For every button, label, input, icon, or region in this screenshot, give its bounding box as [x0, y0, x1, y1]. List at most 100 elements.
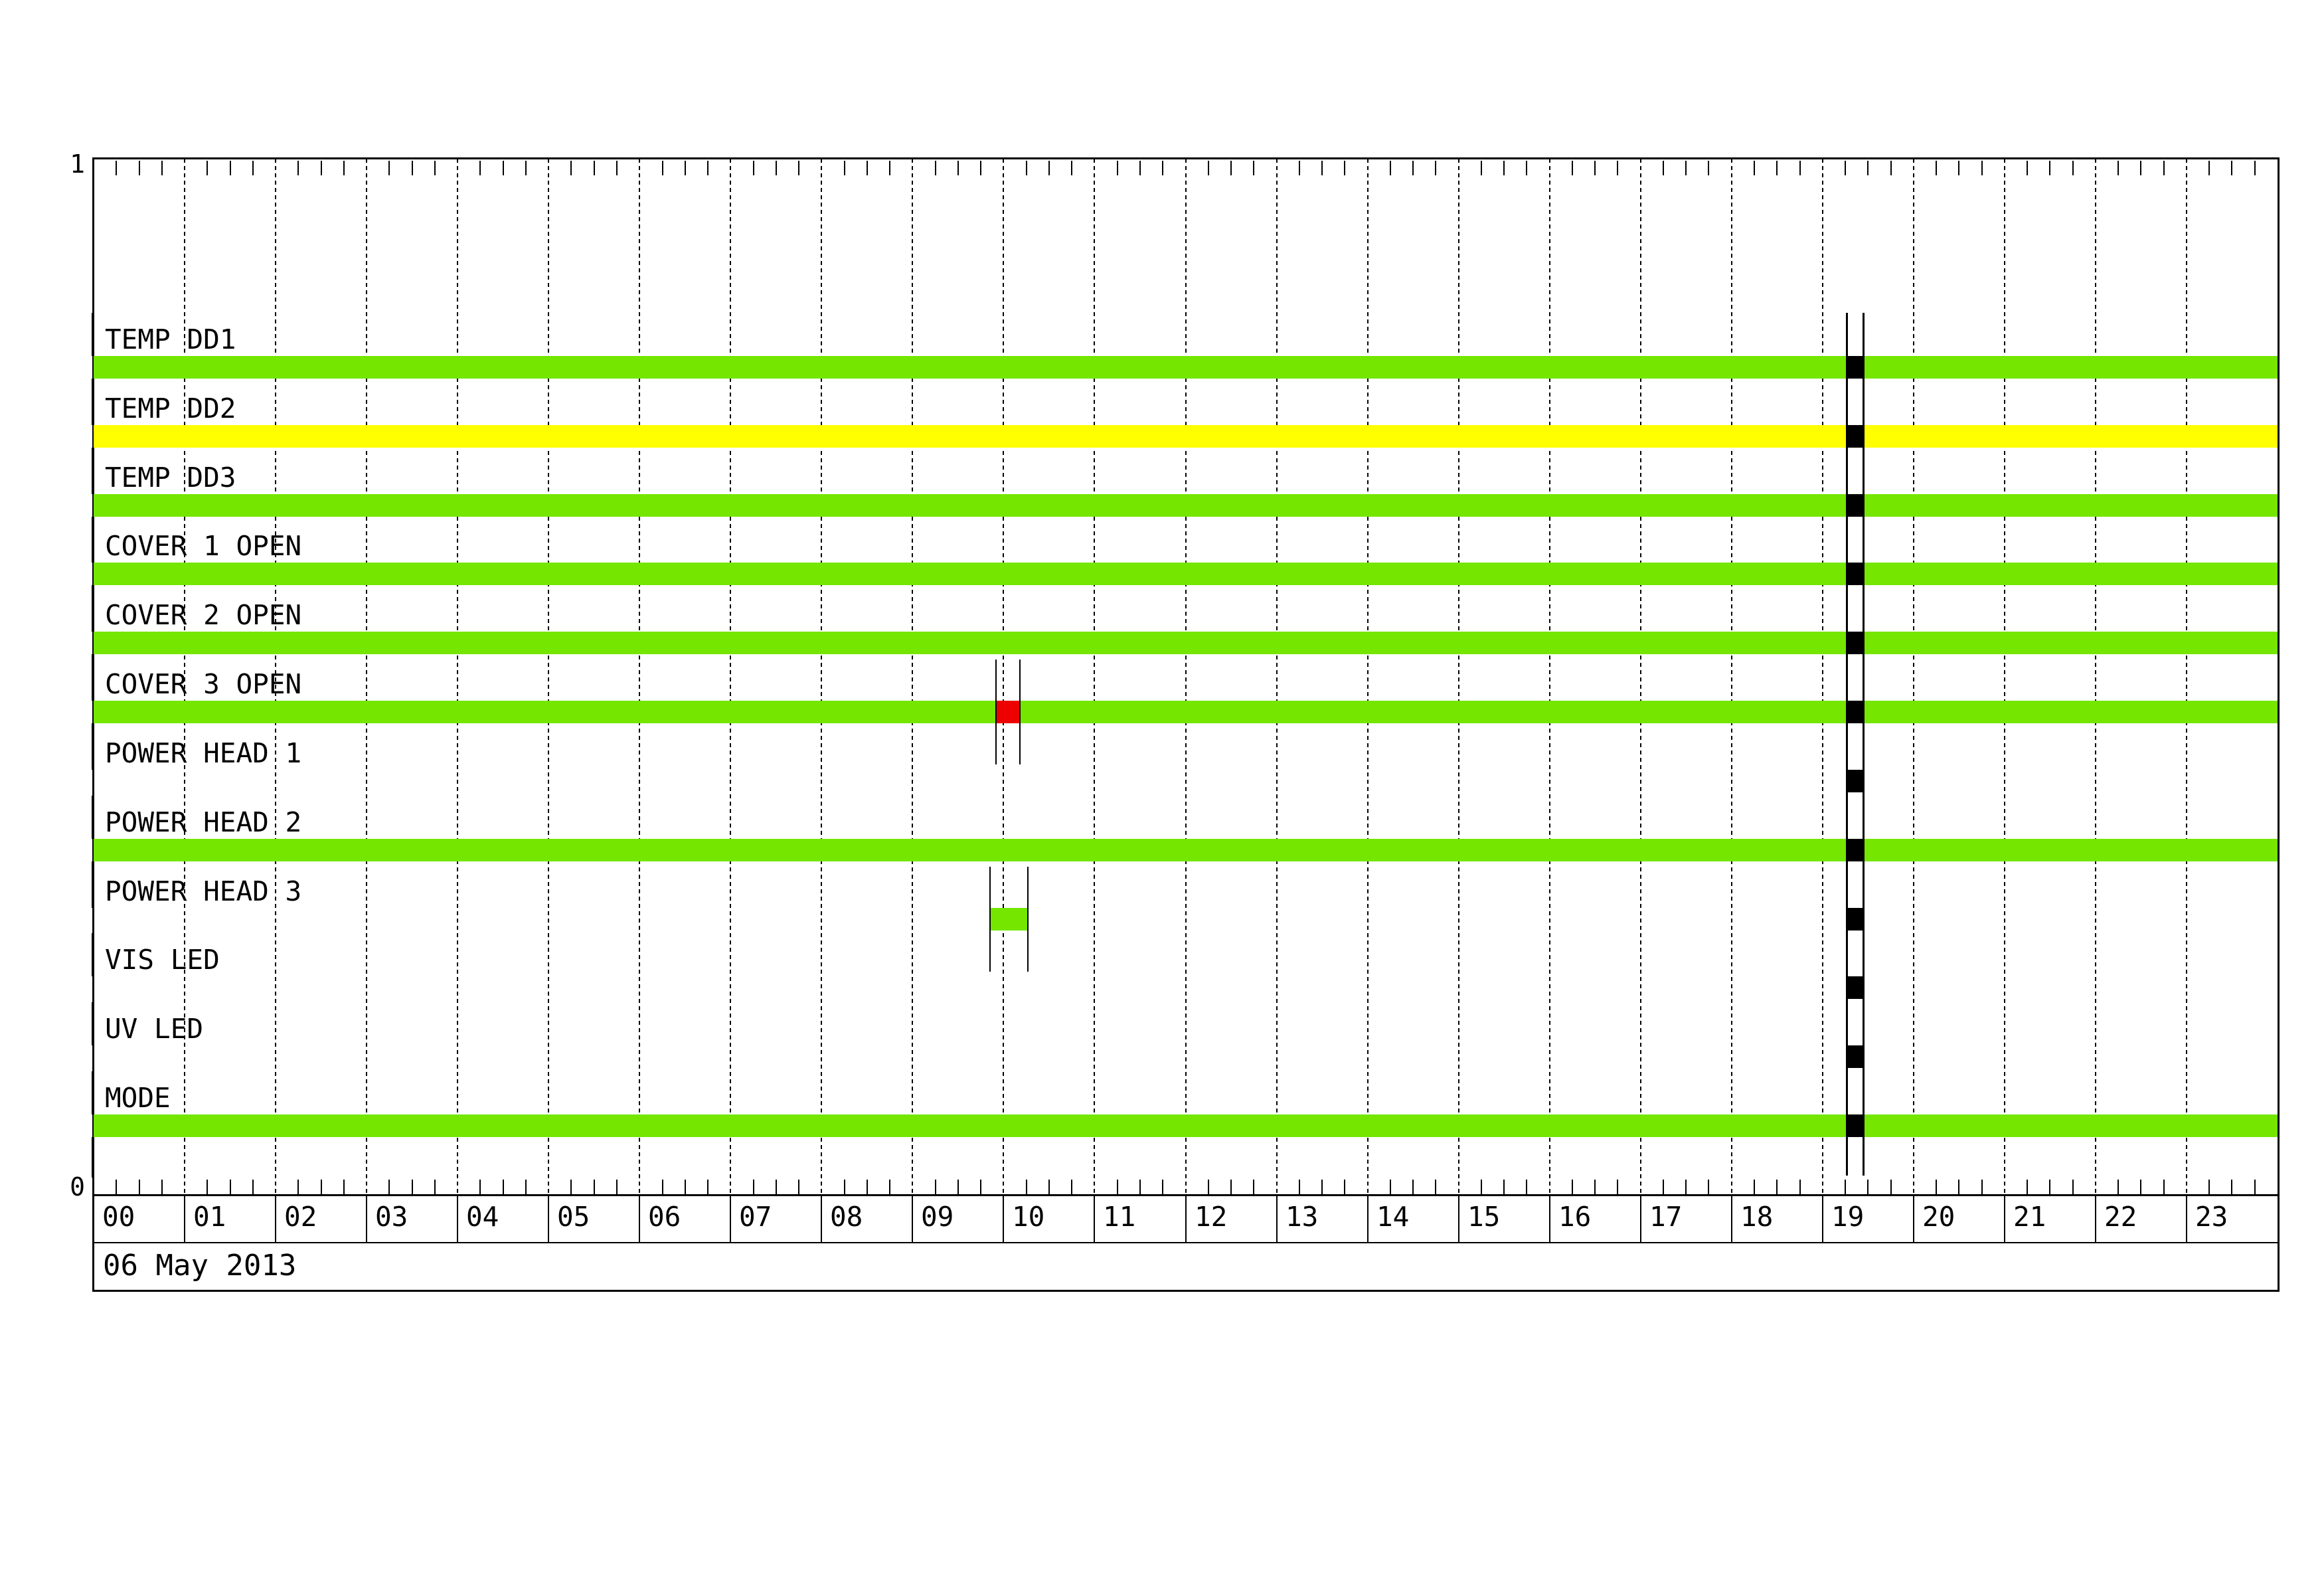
quarter-hour-tick-top [1071, 161, 1072, 175]
event-block [1847, 632, 1864, 654]
quarter-hour-tick-top [753, 161, 754, 175]
hour-label: 22 [2104, 1201, 2137, 1233]
event-block [1847, 839, 1864, 861]
hour-gridline [1549, 159, 1550, 1194]
quarter-hour-tick-top [1685, 161, 1687, 175]
hour-gridline [1822, 159, 1823, 1194]
hour-cell-boundary [548, 1196, 549, 1242]
hour-label: 17 [1649, 1201, 1683, 1233]
quarter-hour-tick-top [1936, 161, 1937, 175]
status-bar [94, 1114, 2278, 1137]
quarter-hour-tick-bottom [2027, 1180, 2028, 1194]
hour-label: 04 [466, 1201, 499, 1233]
quarter-hour-tick-bottom [1208, 1180, 1209, 1194]
quarter-hour-tick-bottom [1230, 1180, 1232, 1194]
hour-gridline [639, 159, 640, 1194]
hour-gridline [275, 159, 276, 1194]
quarter-hour-tick-bottom [321, 1180, 322, 1194]
quarter-hour-tick-bottom [434, 1180, 436, 1194]
quarter-hour-tick-bottom [1344, 1180, 1345, 1194]
quarter-hour-tick-bottom [1253, 1180, 1254, 1194]
quarter-hour-tick-bottom [935, 1180, 936, 1194]
quarter-hour-tick-bottom [1685, 1180, 1687, 1194]
hour-gridline [730, 159, 731, 1194]
hour-label: 13 [1286, 1201, 1319, 1233]
hour-gridline [1003, 159, 1004, 1194]
hour-cell-boundary [1367, 1196, 1369, 1242]
y-axis-bottom-label: 0 [70, 1172, 85, 1201]
row-label: UV LED [105, 1013, 204, 1045]
hour-gridline [2186, 159, 2187, 1194]
quarter-hour-tick-bottom [957, 1180, 959, 1194]
quarter-hour-tick-bottom [388, 1180, 390, 1194]
quarter-hour-tick-top [594, 161, 595, 175]
quarter-hour-tick-top [2231, 161, 2232, 175]
quarter-hour-tick-bottom [139, 1180, 140, 1194]
quarter-hour-tick-bottom [594, 1180, 595, 1194]
quarter-hour-tick-top [570, 161, 572, 175]
event-block [1847, 563, 1864, 585]
hour-cell-boundary [639, 1196, 640, 1242]
hour-gridline [1276, 159, 1278, 1194]
quarter-hour-tick-bottom [1117, 1180, 1118, 1194]
quarter-hour-tick-bottom [753, 1180, 754, 1194]
quarter-hour-tick-top [2027, 161, 2028, 175]
event-block [1847, 770, 1864, 792]
status-bar [94, 494, 2278, 517]
quarter-hour-tick-top [1117, 161, 1118, 175]
quarter-hour-tick-top [1594, 161, 1596, 175]
quarter-hour-tick-bottom [570, 1180, 572, 1194]
row-start-whisker [92, 658, 94, 701]
hour-gridline [1094, 159, 1095, 1194]
row-start-whisker [92, 1002, 94, 1045]
quarter-hour-tick-bottom [1048, 1180, 1050, 1194]
quarter-hour-tick-top [1390, 161, 1391, 175]
quarter-hour-tick-top [525, 161, 527, 175]
hour-label: 02 [284, 1201, 317, 1233]
event-block [1847, 908, 1864, 930]
quarter-hour-tick-bottom [1708, 1180, 1709, 1194]
hour-label: 16 [1558, 1201, 1592, 1233]
quarter-hour-tick-bottom [798, 1180, 799, 1194]
quarter-hour-tick-bottom [2208, 1180, 2210, 1194]
hour-cell-boundary [730, 1196, 731, 1242]
quarter-hour-tick-bottom [525, 1180, 527, 1194]
hour-gridline [1731, 159, 1732, 1194]
hour-label: 12 [1195, 1201, 1228, 1233]
quarter-hour-tick-bottom [1754, 1180, 1755, 1194]
quarter-hour-tick-top [1981, 161, 1983, 175]
hour-label: 05 [557, 1201, 590, 1233]
quarter-hour-tick-top [1799, 161, 1801, 175]
status-bar [94, 356, 2278, 379]
event-block [996, 701, 1020, 723]
quarter-hour-tick-top [207, 161, 208, 175]
quarter-hour-tick-top [321, 161, 322, 175]
row-label: COVER 1 OPEN [105, 530, 302, 562]
quarter-hour-tick-bottom [297, 1180, 299, 1194]
event-block [990, 908, 1029, 930]
quarter-hour-tick-bottom [616, 1180, 618, 1194]
quarter-hour-tick-top [707, 161, 708, 175]
quarter-hour-tick-bottom [1481, 1180, 1482, 1194]
quarter-hour-tick-top [1344, 161, 1345, 175]
hour-cell-boundary [1913, 1196, 1914, 1242]
row-label: COVER 3 OPEN [105, 668, 302, 700]
quarter-hour-tick-top [1253, 161, 1254, 175]
hour-label: 03 [375, 1201, 408, 1233]
hour-label: 14 [1376, 1201, 1410, 1233]
quarter-hour-tick-top [1708, 161, 1709, 175]
row-start-whisker [92, 382, 94, 425]
hour-gridline [1185, 159, 1187, 1194]
row-label: MODE [105, 1082, 171, 1114]
row-label: TEMP DD3 [105, 462, 236, 493]
hour-cell-boundary [184, 1196, 185, 1242]
quarter-hour-tick-top [116, 161, 117, 175]
quarter-hour-tick-bottom [1321, 1180, 1323, 1194]
quarter-hour-tick-bottom [1799, 1180, 1801, 1194]
quarter-hour-tick-top [616, 161, 618, 175]
quarter-hour-tick-top [957, 161, 959, 175]
quarter-hour-tick-top [139, 161, 140, 175]
hour-cell-boundary [1640, 1196, 1641, 1242]
hour-gridline [2095, 159, 2096, 1194]
